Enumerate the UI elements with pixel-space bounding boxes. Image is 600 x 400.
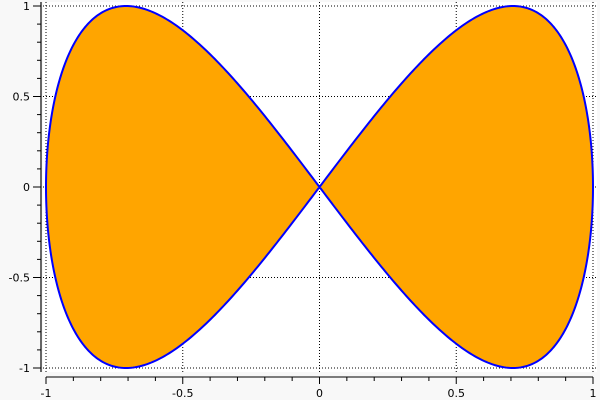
y-tick-label: -1: [19, 362, 30, 375]
y-tick-label: -0.5: [9, 272, 30, 285]
x-tick-label: 1: [590, 387, 597, 400]
x-tick-label: 0: [316, 387, 323, 400]
x-tick-label: -1: [41, 387, 52, 400]
curve-fill: [44, 4, 595, 370]
x-tick-label: 0.5: [448, 387, 466, 400]
y-tick-label: 1: [23, 0, 30, 13]
y-tick-label: 0.5: [13, 91, 31, 104]
x-tick-label: -0.5: [172, 387, 193, 400]
y-tick-label: 0: [23, 181, 30, 194]
